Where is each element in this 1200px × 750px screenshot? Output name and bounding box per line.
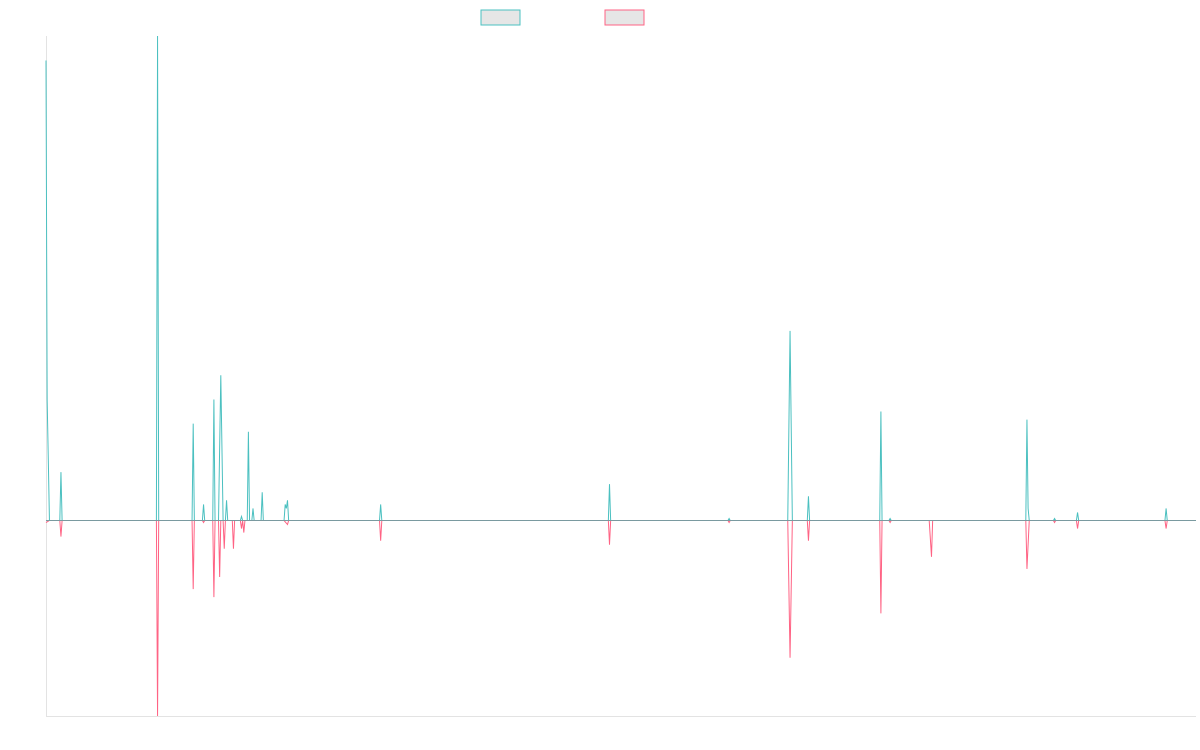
series-layer [45,35,1196,717]
legend [480,9,645,26]
series-line-1 [45,35,1196,521]
legend-swatch-series-2[interactable] [604,9,645,26]
legend-swatch-series-1[interactable] [480,9,521,26]
plot-area [45,35,1196,717]
series-line-2 [45,520,1196,717]
